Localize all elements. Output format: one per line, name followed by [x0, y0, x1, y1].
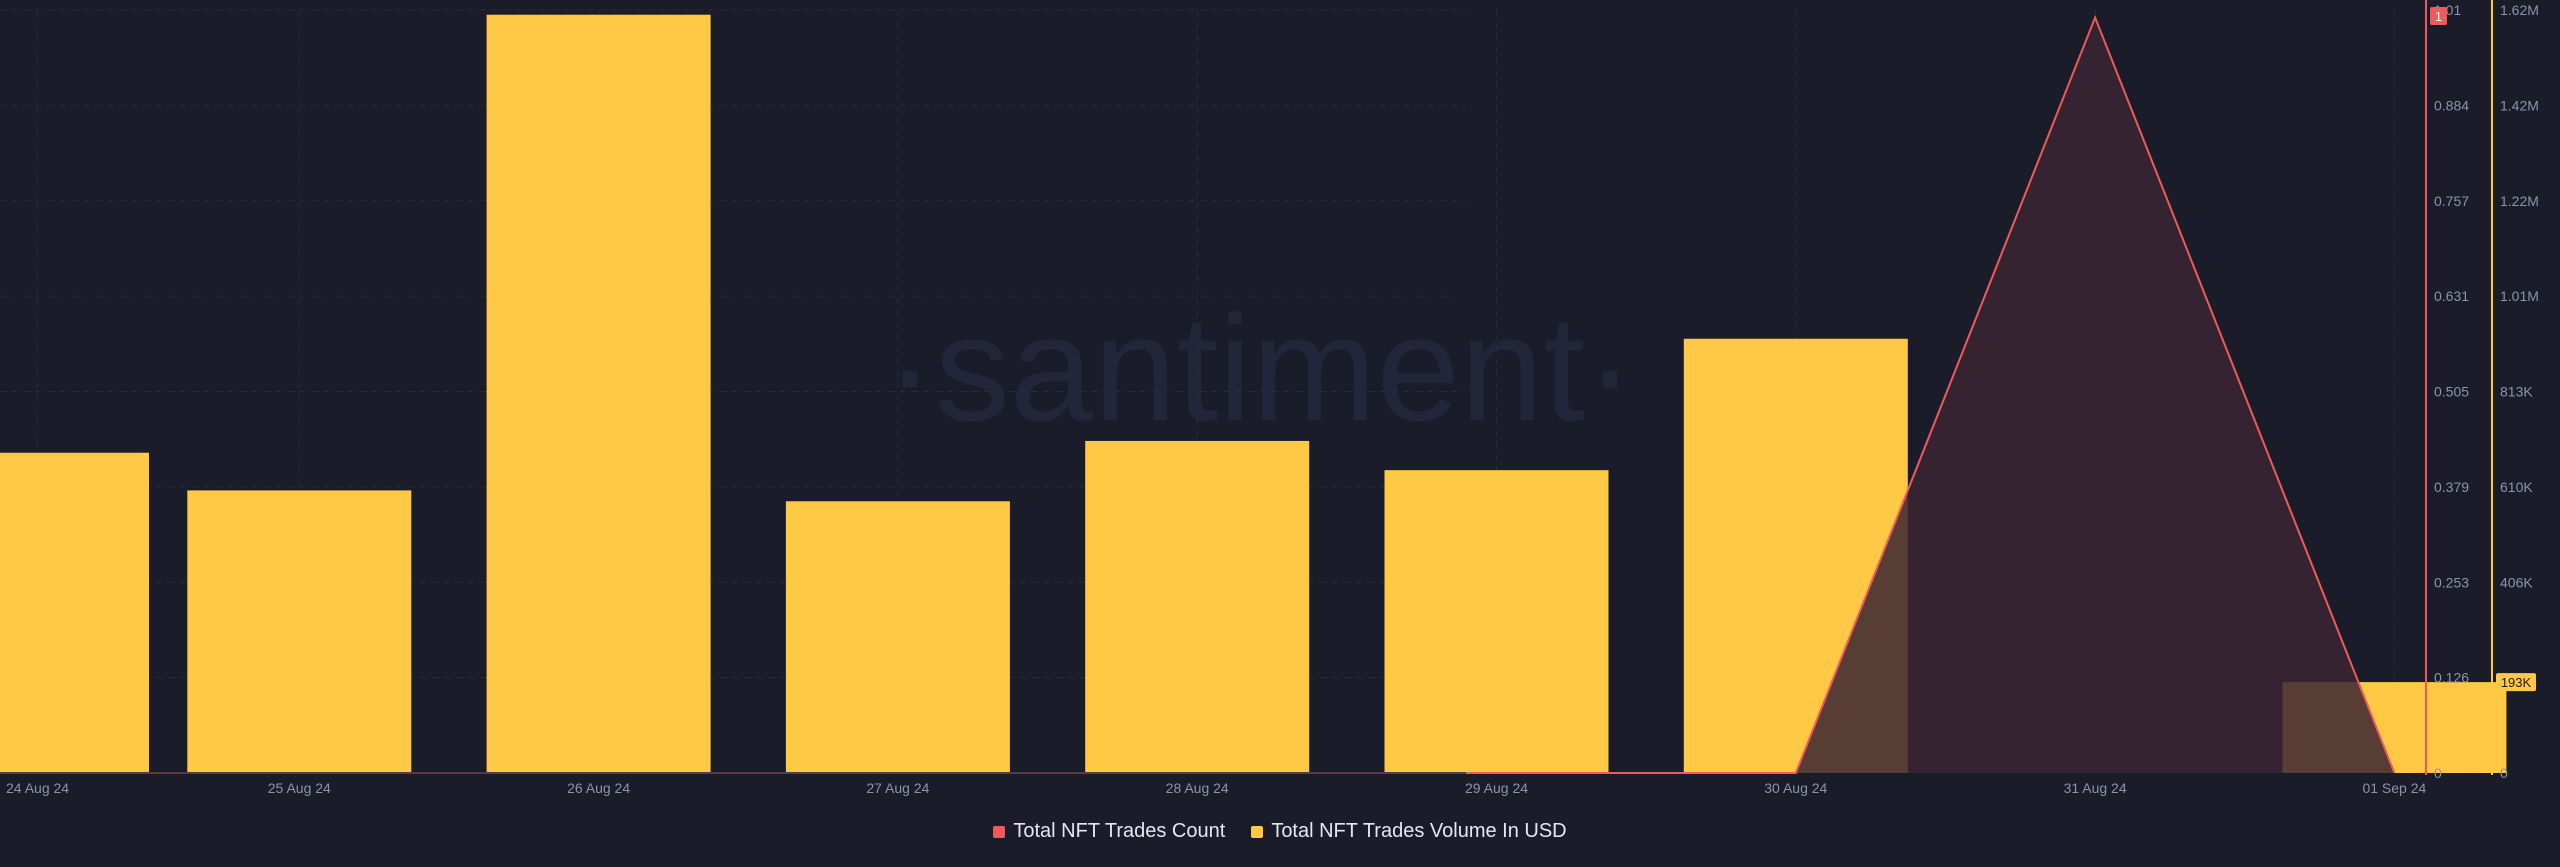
y-right-tick-label: 1.42M: [2500, 97, 2539, 113]
y-left-tick-label: 0.253: [2434, 574, 2469, 590]
y-left-current-badge-text: 1: [2435, 9, 2442, 24]
bar-volume[interactable]: [1384, 470, 1609, 773]
legend-item-count[interactable]: Total NFT Trades Count: [993, 820, 1225, 843]
y-left-current-badge: [2430, 7, 2447, 25]
y-right-tick-label: 0: [2500, 765, 2508, 781]
y-left-tick-label: 0.884: [2434, 97, 2469, 113]
x-tick-label: 28 Aug 24: [1166, 780, 1229, 796]
y-right-tick-label: 1.22M: [2500, 193, 2539, 209]
y-left-tick-label: 0: [2434, 765, 2442, 781]
legend-label-count: Total NFT Trades Count: [1013, 820, 1226, 842]
y-right-tick-label: 406K: [2500, 574, 2533, 590]
x-tick-label: 26 Aug 24: [567, 780, 630, 796]
x-tick-label: 31 Aug 24: [2064, 780, 2127, 796]
legend-swatch-count: [993, 825, 1006, 838]
legend-label-volume: Total NFT Trades Volume In USD: [1271, 820, 1567, 842]
x-tick-label: 29 Aug 24: [1465, 780, 1528, 796]
x-tick-label: 01 Sep 24: [2362, 780, 2426, 796]
legend: Total NFT Trades Count Total NFT Trades …: [0, 820, 2560, 843]
bar-volume[interactable]: [785, 501, 1010, 773]
y-right-current-badge: [2496, 673, 2536, 692]
y-right-tick-label: 1.01M: [2500, 288, 2539, 304]
x-tick-label: 25 Aug 24: [268, 780, 331, 796]
legend-item-volume[interactable]: Total NFT Trades Volume In USD: [1251, 820, 1567, 843]
bar-volume[interactable]: [187, 490, 412, 773]
y-left-tick-label: 0.379: [2434, 479, 2469, 495]
legend-swatch-volume: [1251, 825, 1264, 838]
bar-volume[interactable]: [0, 452, 149, 773]
y-left-tick-label: 0.126: [2434, 670, 2469, 686]
watermark: ·santiment·: [885, 284, 1635, 452]
y-right-tick-label: 813K: [2500, 384, 2533, 400]
y-right-tick-label: 1.62M: [2500, 2, 2539, 18]
y-left-tick-label: 0.757: [2434, 193, 2469, 209]
x-tick-label: 24 Aug 24: [6, 780, 69, 796]
x-tick-label: 30 Aug 24: [1764, 780, 1827, 796]
y-right-tick-label: 610K: [2500, 479, 2533, 495]
area-count-fill: [37, 17, 2395, 774]
x-tick-label: 27 Aug 24: [866, 780, 929, 796]
y-left-tick-label: 0.505: [2434, 384, 2469, 400]
y-left-tick-label: 0.631: [2434, 288, 2469, 304]
bar-volume[interactable]: [486, 14, 711, 773]
bar-volume[interactable]: [1085, 440, 1310, 773]
y-right-current-badge-text: 193K: [2501, 675, 2532, 690]
